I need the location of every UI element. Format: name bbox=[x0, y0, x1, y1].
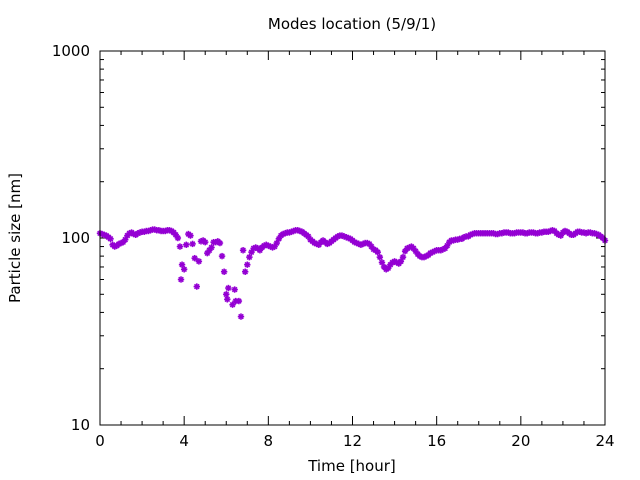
data-point bbox=[376, 253, 384, 261]
data-point bbox=[246, 253, 253, 261]
data-point bbox=[202, 238, 209, 246]
tick-labels: 0 4 8 12 16 20 24 10 100 1000 bbox=[52, 42, 615, 450]
data-points bbox=[96, 226, 609, 320]
x-tick-label: 24 bbox=[595, 432, 614, 450]
x-tick-label: 20 bbox=[511, 432, 530, 450]
x-tick-label: 0 bbox=[95, 432, 105, 450]
data-point bbox=[224, 296, 231, 303]
x-axis-label: Time [hour] bbox=[307, 457, 396, 475]
data-point bbox=[241, 268, 249, 275]
x-tick-label: 16 bbox=[427, 432, 446, 450]
y-tick-label: 10 bbox=[71, 416, 90, 434]
data-point bbox=[237, 313, 245, 320]
data-point bbox=[176, 243, 184, 250]
chart-title: Modes location (5/9/1) bbox=[268, 15, 436, 33]
data-point bbox=[195, 258, 203, 265]
y-tick-label: 1000 bbox=[52, 42, 90, 60]
data-point bbox=[557, 232, 565, 239]
data-point bbox=[208, 244, 215, 251]
axis-ticks bbox=[99, 50, 606, 426]
data-point bbox=[180, 266, 188, 273]
x-tick-label: 12 bbox=[343, 432, 362, 450]
data-point bbox=[218, 252, 226, 260]
data-point bbox=[235, 297, 243, 305]
data-point bbox=[189, 240, 196, 248]
data-point bbox=[107, 235, 114, 243]
data-point bbox=[223, 291, 230, 298]
data-point bbox=[244, 261, 251, 268]
y-tick-label: 100 bbox=[61, 229, 90, 247]
x-tick-label: 8 bbox=[264, 432, 274, 450]
data-point bbox=[374, 248, 381, 256]
data-point bbox=[239, 247, 247, 254]
x-tick-label: 4 bbox=[179, 432, 189, 450]
y-axis-label: Particle size [nm] bbox=[6, 173, 24, 303]
data-point bbox=[187, 232, 194, 239]
data-point bbox=[225, 284, 232, 292]
data-point bbox=[177, 276, 185, 283]
plot-frame bbox=[99, 50, 606, 426]
data-point bbox=[231, 286, 238, 293]
data-point bbox=[174, 234, 182, 242]
data-point bbox=[183, 241, 190, 248]
data-point bbox=[193, 283, 200, 290]
data-point bbox=[220, 268, 228, 275]
data-point bbox=[216, 239, 224, 247]
data-point bbox=[399, 253, 407, 261]
